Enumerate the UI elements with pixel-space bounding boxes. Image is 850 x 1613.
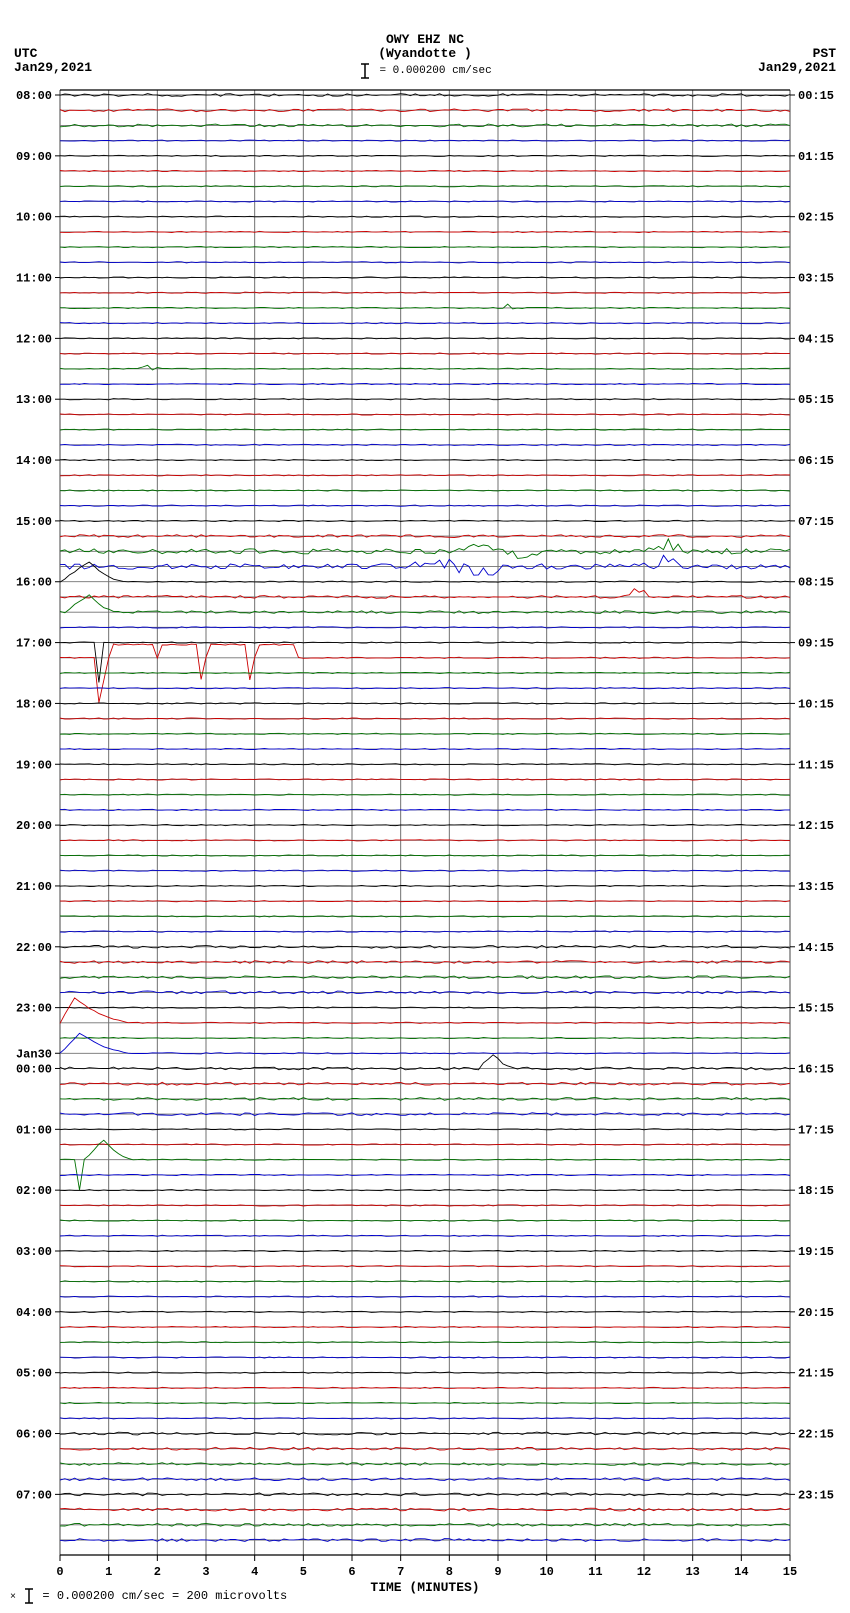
svg-text:13:00: 13:00 xyxy=(16,393,52,407)
svg-text:15: 15 xyxy=(783,1565,797,1579)
svg-text:07:00: 07:00 xyxy=(16,1488,52,1502)
svg-text:07:15: 07:15 xyxy=(798,515,834,529)
svg-text:15:00: 15:00 xyxy=(16,515,52,529)
svg-text:19:00: 19:00 xyxy=(16,758,52,772)
svg-text:20:00: 20:00 xyxy=(16,819,52,833)
svg-text:09:00: 09:00 xyxy=(16,150,52,164)
seismogram-plot: 0123456789101112131415TIME (MINUTES)08:0… xyxy=(0,0,850,1600)
svg-text:4: 4 xyxy=(251,1565,258,1579)
svg-text:11:00: 11:00 xyxy=(16,272,52,286)
svg-text:2: 2 xyxy=(154,1565,161,1579)
svg-text:03:15: 03:15 xyxy=(798,272,834,286)
svg-text:22:00: 22:00 xyxy=(16,941,52,955)
svg-text:14: 14 xyxy=(734,1565,748,1579)
svg-text:6: 6 xyxy=(348,1565,355,1579)
svg-text:05:00: 05:00 xyxy=(16,1367,52,1381)
svg-text:17:00: 17:00 xyxy=(16,637,52,651)
svg-text:02:00: 02:00 xyxy=(16,1184,52,1198)
svg-text:13:15: 13:15 xyxy=(798,880,834,894)
svg-text:10:15: 10:15 xyxy=(798,697,834,711)
svg-text:08:00: 08:00 xyxy=(16,89,52,103)
svg-text:1: 1 xyxy=(105,1565,112,1579)
svg-text:04:15: 04:15 xyxy=(798,332,834,346)
svg-text:0: 0 xyxy=(56,1565,63,1579)
svg-text:23:15: 23:15 xyxy=(798,1488,834,1502)
svg-text:5: 5 xyxy=(300,1565,307,1579)
svg-text:14:15: 14:15 xyxy=(798,941,834,955)
svg-text:12: 12 xyxy=(637,1565,651,1579)
svg-text:11:15: 11:15 xyxy=(798,758,834,772)
svg-text:10:00: 10:00 xyxy=(16,211,52,225)
svg-text:02:15: 02:15 xyxy=(798,211,834,225)
svg-text:13: 13 xyxy=(685,1565,699,1579)
svg-text:00:00: 00:00 xyxy=(16,1062,52,1076)
svg-text:05:15: 05:15 xyxy=(798,393,834,407)
seismogram-container: UTC Jan29,2021 OWY EHZ NC (Wyandotte ) =… xyxy=(0,0,850,1613)
svg-text:10: 10 xyxy=(539,1565,553,1579)
svg-text:Jan30: Jan30 xyxy=(16,1047,52,1061)
svg-text:17:15: 17:15 xyxy=(798,1123,834,1137)
svg-text:12:15: 12:15 xyxy=(798,819,834,833)
svg-text:20:15: 20:15 xyxy=(798,1306,834,1320)
svg-text:23:00: 23:00 xyxy=(16,1002,52,1016)
svg-text:14:00: 14:00 xyxy=(16,454,52,468)
svg-text:8: 8 xyxy=(446,1565,453,1579)
svg-text:06:00: 06:00 xyxy=(16,1428,52,1442)
svg-text:9: 9 xyxy=(494,1565,501,1579)
svg-text:22:15: 22:15 xyxy=(798,1428,834,1442)
svg-text:11: 11 xyxy=(588,1565,602,1579)
svg-text:08:15: 08:15 xyxy=(798,576,834,590)
svg-text:15:15: 15:15 xyxy=(798,1002,834,1016)
svg-text:04:00: 04:00 xyxy=(16,1306,52,1320)
svg-text:16:15: 16:15 xyxy=(798,1062,834,1076)
svg-text:TIME (MINUTES): TIME (MINUTES) xyxy=(370,1580,479,1595)
svg-text:03:00: 03:00 xyxy=(16,1245,52,1259)
svg-text:06:15: 06:15 xyxy=(798,454,834,468)
svg-text:00:15: 00:15 xyxy=(798,89,834,103)
svg-text:01:00: 01:00 xyxy=(16,1123,52,1137)
svg-text:16:00: 16:00 xyxy=(16,576,52,590)
svg-text:7: 7 xyxy=(397,1565,404,1579)
footer-scale: × = 0.000200 cm/sec = 200 microvolts xyxy=(10,1587,287,1605)
svg-text:01:15: 01:15 xyxy=(798,150,834,164)
svg-text:21:15: 21:15 xyxy=(798,1367,834,1381)
svg-text:3: 3 xyxy=(202,1565,209,1579)
svg-text:18:15: 18:15 xyxy=(798,1184,834,1198)
svg-text:19:15: 19:15 xyxy=(798,1245,834,1259)
svg-text:18:00: 18:00 xyxy=(16,697,52,711)
svg-text:09:15: 09:15 xyxy=(798,637,834,651)
svg-text:12:00: 12:00 xyxy=(16,332,52,346)
svg-text:21:00: 21:00 xyxy=(16,880,52,894)
